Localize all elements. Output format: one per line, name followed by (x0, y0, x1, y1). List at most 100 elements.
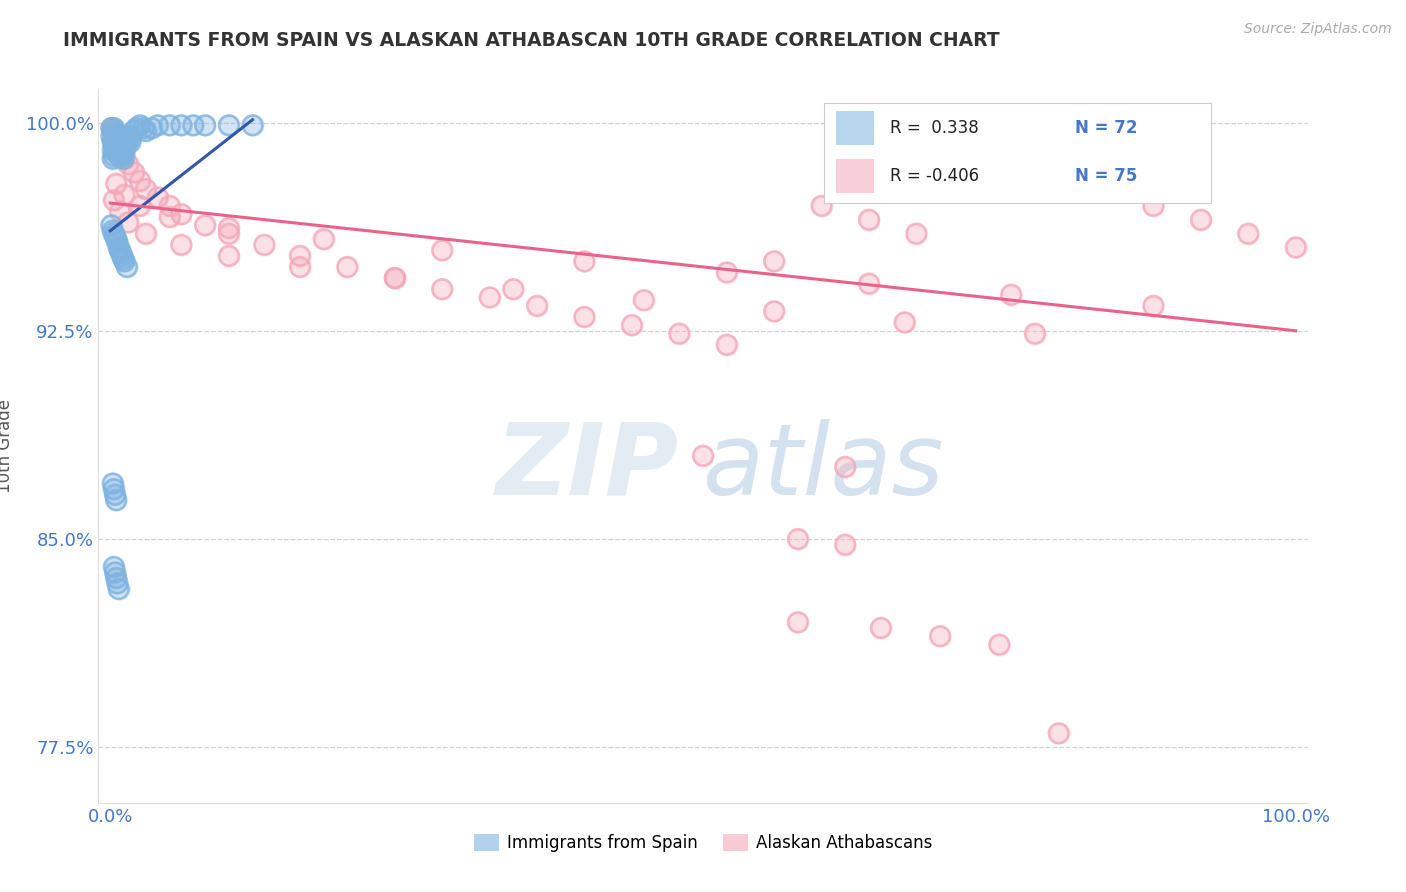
Point (114, 140, 136, 154)
Point (141, 121, 163, 136)
Text: Source: ZipAtlas.com: Source: ZipAtlas.com (1244, 22, 1392, 37)
Point (858, 212, 880, 227)
Point (834, 538, 856, 552)
Point (633, 293, 655, 308)
Point (108, 135, 131, 149)
Point (633, 293, 655, 308)
Point (929, 629, 952, 643)
Point (105, 232, 128, 246)
Point (763, 254, 786, 268)
Point (336, 260, 359, 274)
Point (112, 143, 135, 157)
Point (100, 129, 122, 144)
Point (103, 129, 125, 144)
Point (117, 215, 139, 229)
Point (101, 124, 124, 138)
Point (100, 121, 122, 136)
Point (170, 118, 193, 132)
Point (103, 137, 125, 152)
Point (103, 559, 125, 574)
Point (716, 265, 738, 279)
Point (716, 337, 738, 351)
Point (810, 199, 832, 213)
Point (574, 254, 596, 268)
Point (103, 482, 125, 496)
Point (108, 244, 131, 258)
Point (129, 118, 152, 132)
Point (242, 118, 264, 132)
Point (1142, 199, 1164, 213)
Point (384, 271, 406, 285)
Point (159, 199, 181, 213)
Point (105, 135, 128, 149)
Point (114, 152, 136, 166)
Point (146, 118, 169, 132)
Point (101, 135, 124, 149)
Point (159, 210, 181, 224)
Point (114, 152, 136, 166)
Point (101, 135, 124, 149)
Point (105, 571, 128, 585)
Point (107, 132, 129, 146)
Point (105, 137, 128, 152)
Point (101, 152, 124, 166)
Point (103, 559, 125, 574)
Point (159, 210, 181, 224)
Point (103, 121, 125, 136)
Point (574, 254, 596, 268)
Point (786, 532, 808, 546)
Point (1189, 212, 1212, 227)
Point (104, 566, 127, 580)
Point (103, 137, 125, 152)
Point (100, 121, 122, 136)
Point (118, 132, 141, 146)
Point (763, 254, 786, 268)
Point (114, 137, 136, 152)
Point (105, 571, 128, 585)
Point (104, 124, 127, 138)
Point (129, 174, 152, 188)
Point (105, 137, 128, 152)
Point (574, 310, 596, 324)
Point (103, 149, 125, 163)
Point (502, 282, 524, 296)
Point (107, 140, 129, 154)
Point (103, 482, 125, 496)
Point (111, 140, 134, 154)
Point (104, 140, 127, 154)
Point (159, 118, 181, 132)
Point (122, 124, 145, 138)
Point (218, 118, 240, 132)
Point (107, 582, 129, 596)
Point (105, 232, 128, 246)
Point (1285, 240, 1308, 254)
Point (132, 121, 155, 136)
Point (101, 124, 124, 138)
Point (108, 244, 131, 258)
Point (181, 118, 204, 132)
Point (620, 318, 643, 333)
Point (146, 190, 169, 204)
Point (763, 304, 786, 318)
Point (253, 237, 276, 252)
Point (526, 299, 548, 313)
Point (104, 487, 127, 501)
Point (112, 252, 135, 266)
Point (104, 129, 127, 144)
Point (110, 137, 132, 152)
Point (112, 252, 135, 266)
Point (834, 459, 856, 474)
Point (101, 476, 124, 491)
Point (110, 137, 132, 152)
Point (108, 135, 131, 149)
Point (129, 174, 152, 188)
Point (170, 237, 193, 252)
Point (1047, 171, 1070, 186)
Point (218, 249, 240, 263)
Point (1142, 199, 1164, 213)
Point (218, 221, 240, 235)
Point (107, 140, 129, 154)
Point (105, 135, 128, 149)
Point (526, 299, 548, 313)
Point (1000, 157, 1022, 171)
